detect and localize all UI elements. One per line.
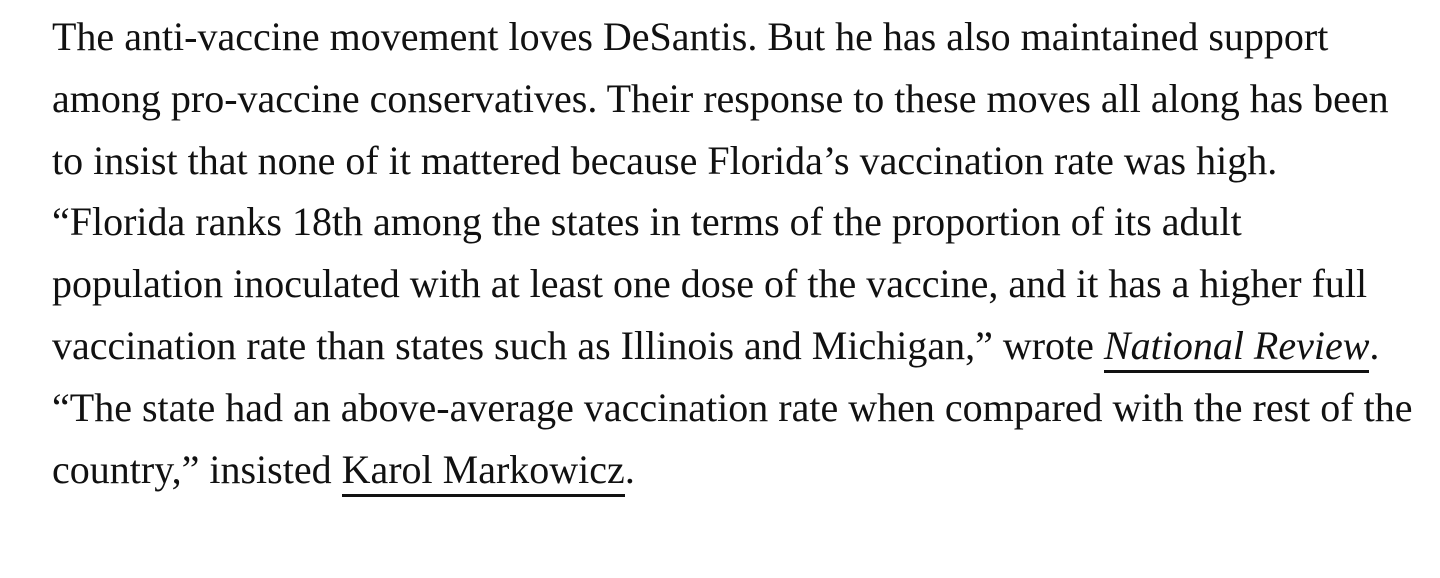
paragraph-text-1: The anti-vaccine movement loves DeSantis…	[52, 14, 1389, 368]
link-karol-markowicz[interactable]: Karol Markowicz	[341, 446, 625, 497]
paragraph-text-2: . “The state had an above-average vaccin…	[52, 322, 1413, 492]
paragraph-text-3: .	[624, 446, 635, 492]
article-paragraph: The anti-vaccine movement loves DeSantis…	[52, 6, 1418, 500]
link-national-review[interactable]: National Review	[1103, 322, 1370, 373]
